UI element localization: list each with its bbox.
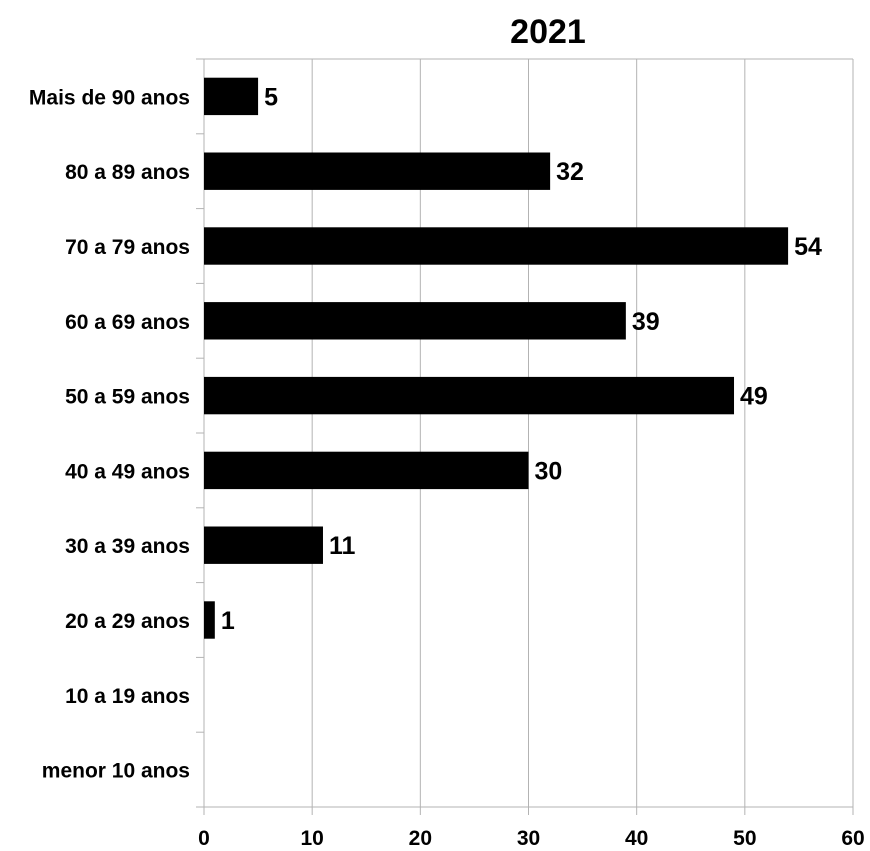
bar: [204, 526, 323, 564]
bars: [204, 77, 789, 639]
data-label: 1: [221, 607, 235, 635]
data-label: 11: [329, 532, 356, 560]
data-label: 39: [632, 308, 660, 336]
chart-title: 2021: [510, 13, 586, 51]
category-label: 70 a 79 anos: [65, 236, 190, 259]
bar: [204, 376, 735, 415]
category-label: 60 a 69 anos: [65, 311, 190, 334]
x-tick-label-20: 20: [409, 827, 432, 850]
bar: [204, 451, 529, 490]
x-tick-label-40: 40: [625, 827, 648, 850]
bar: [204, 152, 551, 190]
x-tick-labels: 0 10 20 30 40 50 60: [198, 827, 865, 850]
category-label: 80 a 89 anos: [65, 161, 190, 184]
bar: [204, 601, 215, 639]
x-tick-label-10: 10: [300, 827, 323, 850]
category-label: 20 a 29 anos: [65, 610, 190, 633]
data-label: 5: [264, 83, 278, 111]
x-tick-label-60: 60: [841, 827, 864, 850]
category-label: 50 a 59 anos: [65, 386, 190, 409]
bar: [204, 77, 259, 116]
x-tick-label-50: 50: [733, 827, 756, 850]
category-label: 10 a 19 anos: [65, 685, 190, 708]
x-tick-label-0: 0: [198, 827, 210, 850]
category-labels: Mais de 90 anos 80 a 89 anos 70 a 79 anos 6…: [29, 86, 190, 782]
category-label: 40 a 49 anos: [65, 460, 190, 483]
bar: [204, 302, 626, 340]
x-tick-label-30: 30: [517, 827, 540, 850]
category-label: Mais de 90 anos: [29, 86, 190, 109]
data-label: 49: [740, 383, 768, 411]
data-label: 32: [556, 158, 584, 186]
category-label: 30 a 39 anos: [65, 535, 190, 558]
category-label: menor 10 anos: [42, 760, 190, 783]
data-label: 30: [535, 457, 563, 485]
data-label: 54: [794, 233, 822, 261]
axes: [196, 58, 853, 808]
bar: [204, 227, 789, 265]
